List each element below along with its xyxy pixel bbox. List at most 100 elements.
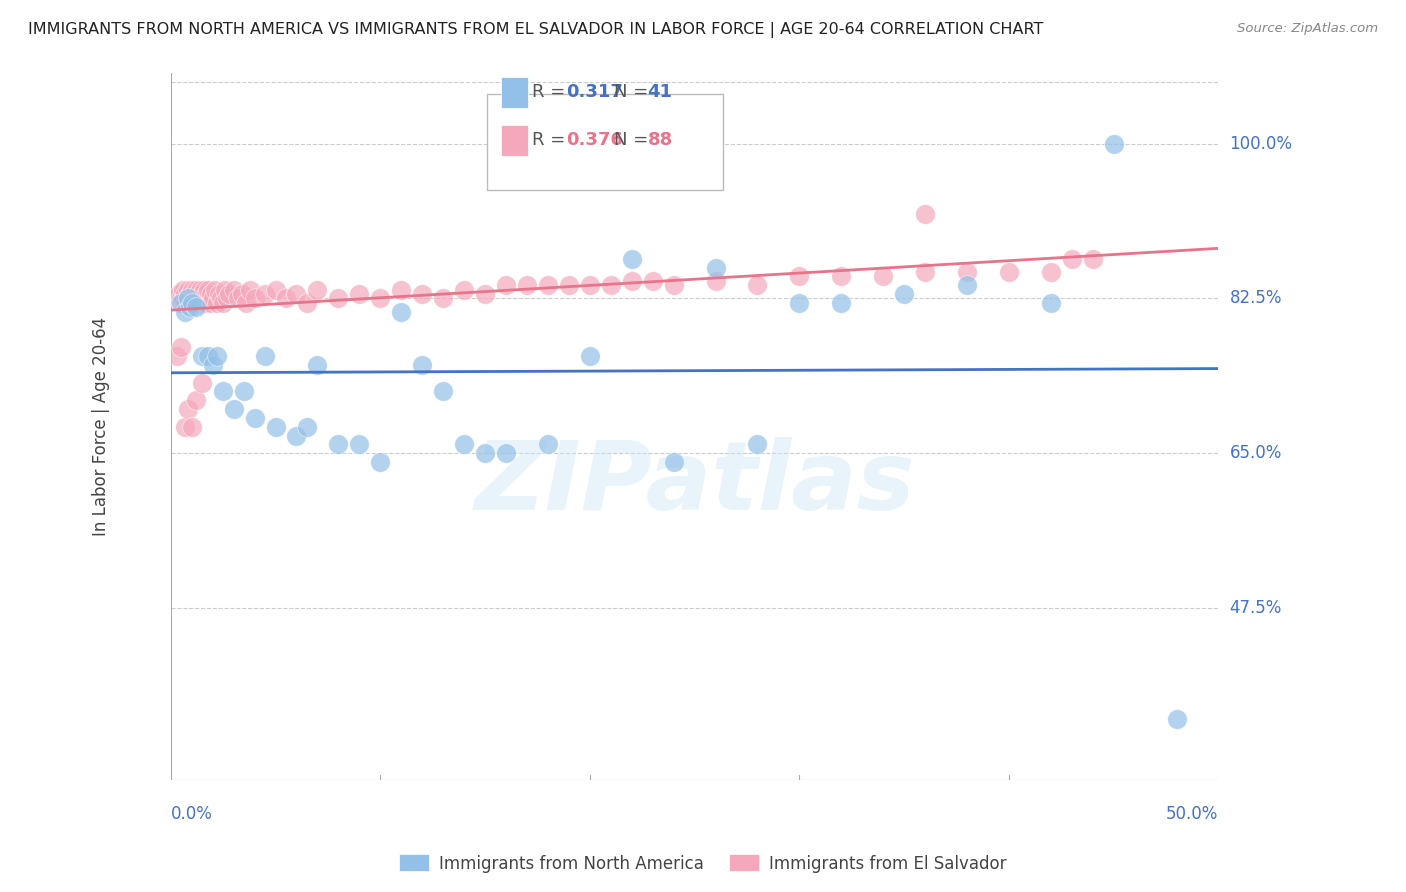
Point bbox=[184, 301, 207, 315]
Point bbox=[217, 292, 239, 306]
Point bbox=[285, 428, 308, 442]
Point bbox=[579, 349, 602, 363]
Point bbox=[295, 296, 318, 310]
Point bbox=[170, 292, 193, 306]
Point bbox=[254, 287, 277, 301]
Point bbox=[264, 419, 287, 434]
Point bbox=[264, 283, 287, 297]
Point bbox=[1039, 265, 1062, 279]
Point bbox=[166, 349, 188, 363]
FancyBboxPatch shape bbox=[501, 125, 529, 156]
Text: In Labor Force | Age 20-64: In Labor Force | Age 20-64 bbox=[93, 318, 110, 536]
Point bbox=[914, 207, 936, 221]
Point bbox=[432, 292, 454, 306]
Point bbox=[174, 419, 197, 434]
Point bbox=[474, 446, 496, 460]
Point bbox=[956, 278, 979, 293]
Point bbox=[187, 296, 209, 310]
FancyBboxPatch shape bbox=[501, 77, 529, 108]
Point bbox=[704, 274, 727, 288]
Point bbox=[214, 283, 236, 297]
Legend: Immigrants from North America, Immigrants from El Salvador: Immigrants from North America, Immigrant… bbox=[392, 847, 1014, 880]
Text: R =: R = bbox=[533, 131, 571, 149]
Point bbox=[188, 283, 211, 297]
Text: N =: N = bbox=[614, 131, 654, 149]
Point bbox=[537, 437, 560, 451]
Point bbox=[620, 274, 643, 288]
Point bbox=[174, 296, 197, 310]
Point bbox=[243, 410, 266, 425]
Point bbox=[789, 269, 811, 284]
Text: 82.5%: 82.5% bbox=[1230, 290, 1282, 308]
Point bbox=[191, 376, 214, 390]
Point bbox=[187, 287, 209, 301]
Point bbox=[200, 296, 222, 310]
Point bbox=[184, 292, 207, 306]
Point bbox=[704, 260, 727, 275]
Point bbox=[197, 349, 219, 363]
Point bbox=[243, 292, 266, 306]
Text: 50.0%: 50.0% bbox=[1166, 805, 1219, 823]
Point bbox=[411, 358, 433, 372]
Point bbox=[212, 296, 235, 310]
Point bbox=[222, 402, 245, 417]
Point bbox=[872, 269, 894, 284]
Point bbox=[495, 446, 517, 460]
Point bbox=[166, 292, 188, 306]
Point bbox=[170, 296, 193, 310]
Point bbox=[349, 437, 371, 451]
Point bbox=[235, 296, 257, 310]
Text: 0.376: 0.376 bbox=[565, 131, 623, 149]
Point bbox=[205, 349, 228, 363]
Point bbox=[201, 358, 224, 372]
Point bbox=[349, 287, 371, 301]
Text: 41: 41 bbox=[648, 83, 672, 101]
Point bbox=[200, 287, 222, 301]
Point bbox=[193, 292, 215, 306]
Point bbox=[184, 393, 207, 408]
Point bbox=[389, 283, 412, 297]
Point bbox=[226, 292, 249, 306]
Point bbox=[176, 402, 198, 417]
Point bbox=[195, 287, 218, 301]
Point bbox=[180, 296, 202, 310]
Point bbox=[183, 296, 205, 310]
Point bbox=[1102, 136, 1125, 151]
Point bbox=[231, 287, 253, 301]
Point bbox=[1039, 296, 1062, 310]
Point bbox=[579, 278, 602, 293]
Point bbox=[830, 296, 852, 310]
Text: IMMIGRANTS FROM NORTH AMERICA VS IMMIGRANTS FROM EL SALVADOR IN LABOR FORCE | AG: IMMIGRANTS FROM NORTH AMERICA VS IMMIGRA… bbox=[28, 22, 1043, 38]
Point bbox=[183, 287, 205, 301]
Point bbox=[209, 292, 232, 306]
Point bbox=[197, 283, 219, 297]
Point bbox=[1081, 252, 1104, 266]
Point bbox=[180, 283, 202, 297]
Point bbox=[176, 283, 198, 297]
Point bbox=[180, 292, 202, 306]
Point bbox=[295, 419, 318, 434]
Point bbox=[307, 358, 329, 372]
Point bbox=[254, 349, 277, 363]
Point bbox=[208, 287, 231, 301]
Text: 0.317: 0.317 bbox=[565, 83, 623, 101]
Point bbox=[285, 287, 308, 301]
Point bbox=[222, 283, 245, 297]
Point bbox=[191, 296, 214, 310]
Point bbox=[620, 252, 643, 266]
Point bbox=[274, 292, 297, 306]
Point bbox=[453, 437, 475, 451]
Point bbox=[474, 287, 496, 301]
Point bbox=[368, 292, 391, 306]
Point bbox=[328, 292, 350, 306]
Point bbox=[641, 274, 664, 288]
Point bbox=[197, 292, 219, 306]
Point bbox=[998, 265, 1021, 279]
Point bbox=[179, 287, 201, 301]
Text: 47.5%: 47.5% bbox=[1230, 599, 1282, 617]
Point bbox=[193, 283, 215, 297]
Point bbox=[204, 283, 226, 297]
Point bbox=[914, 265, 936, 279]
Point bbox=[201, 292, 224, 306]
Point bbox=[195, 296, 218, 310]
